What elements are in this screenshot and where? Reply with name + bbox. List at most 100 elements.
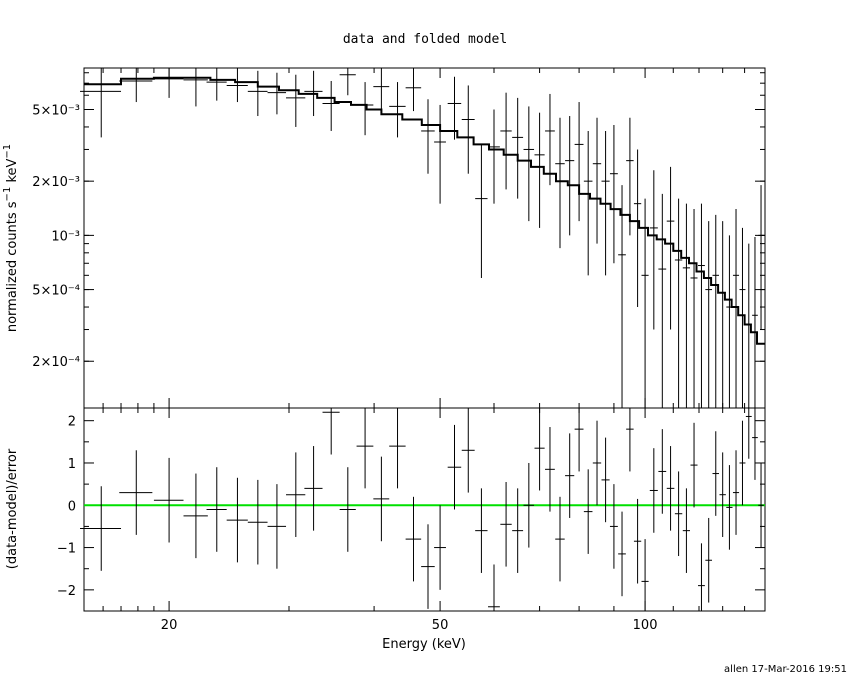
- data-point: [421, 99, 435, 174]
- residual-point: [626, 408, 634, 472]
- data-point: [286, 74, 306, 127]
- residual-point: [434, 505, 446, 590]
- data-point: [488, 109, 500, 204]
- data-point: [698, 203, 705, 408]
- residual-point: [732, 450, 740, 535]
- lower-ytick-label: −1: [57, 542, 76, 557]
- data-point: [80, 68, 122, 138]
- residual-point: [682, 488, 690, 573]
- x-tick-label: 50: [432, 618, 449, 633]
- upper-ytick-label: 2×10⁻⁴: [32, 355, 80, 370]
- x-tick-label: 20: [161, 618, 178, 633]
- data-point: [356, 82, 374, 136]
- upper-ytick-label: 10⁻³: [51, 229, 80, 244]
- data-point: [555, 117, 565, 249]
- footer-timestamp: allen 17-Mar-2016 19:51: [724, 664, 847, 675]
- upper-panel: 5×10⁻³ 2×10⁻³ 10⁻³ 5×10⁻⁴ 2×10⁻⁴ normalized …: [2, 67, 766, 409]
- residual-point: [461, 408, 475, 493]
- data-point: [322, 80, 340, 131]
- residual-point: [475, 488, 488, 573]
- residual-point: [618, 511, 626, 597]
- model-step-line: [84, 76, 765, 345]
- upper-ytick-label: 5×10⁻³: [32, 103, 80, 118]
- residual-point: [758, 462, 764, 548]
- data-point: [690, 209, 698, 408]
- data-point: [405, 68, 422, 112]
- data-point: [601, 130, 610, 276]
- lower-ylabel: (data-model)/error: [5, 448, 20, 569]
- lower-frame: [83, 407, 766, 612]
- residual-point: [739, 420, 746, 506]
- residual-point: [565, 433, 575, 518]
- residual-point: [658, 429, 667, 514]
- data-point: [618, 185, 626, 408]
- data-point: [304, 70, 323, 117]
- data-point: [658, 193, 667, 408]
- data-point: [609, 125, 618, 264]
- residual-point: [698, 543, 705, 611]
- data-point: [119, 68, 153, 103]
- residual-point: [500, 482, 512, 567]
- residual-point: [690, 422, 698, 508]
- residual-point: [592, 420, 602, 506]
- data-point: [583, 130, 593, 276]
- residual-point: [545, 427, 555, 512]
- x-tick-label: 100: [633, 618, 658, 633]
- lower-panel: 2 1 0 −1 −2 20 50 100 (data-model)/error Energy…: [5, 407, 766, 652]
- lower-ytick-label: 1: [68, 457, 76, 472]
- residual-point: [666, 446, 675, 531]
- residual-point: [674, 471, 683, 557]
- data-point: [633, 149, 642, 308]
- data-point: [674, 198, 683, 408]
- residual-point: [555, 496, 565, 582]
- data-point: [523, 106, 535, 222]
- residual-point: [183, 473, 208, 559]
- data-point: [574, 102, 584, 222]
- residual-point: [267, 484, 287, 569]
- data-point: [247, 70, 268, 117]
- residual-point: [649, 448, 658, 533]
- data-point: [475, 144, 488, 278]
- chart-title: data and folded model: [343, 32, 507, 47]
- residual-point: [247, 479, 268, 565]
- residual-point: [512, 488, 524, 573]
- data-point: [732, 209, 740, 408]
- data-point: [226, 68, 248, 103]
- lower-ticks: 2 1 0 −1 −2 20 50 100: [57, 408, 766, 633]
- data-point: [565, 116, 575, 236]
- data-point: [758, 185, 764, 330]
- upper-ticks: 5×10⁻³ 2×10⁻³ 10⁻³ 5×10⁻⁴ 2×10⁻⁴: [32, 68, 766, 408]
- data-point: [641, 198, 649, 408]
- data-point: [206, 68, 227, 101]
- lower-ytick-label: −2: [57, 584, 76, 599]
- residual-point: [373, 456, 390, 542]
- data-point: [373, 68, 390, 110]
- residual-point: [304, 446, 323, 531]
- data-points-series: [80, 68, 764, 408]
- data-point: [447, 76, 462, 140]
- data-point: [534, 112, 545, 228]
- upper-ytick-label: 2×10⁻³: [32, 175, 80, 190]
- residual-point: [421, 524, 435, 609]
- model-step-series: [84, 76, 765, 345]
- residual-point: [534, 408, 545, 491]
- upper-ytick-label: 5×10⁻⁴: [32, 284, 80, 299]
- data-point: [461, 85, 475, 174]
- upper-frame: [83, 67, 766, 409]
- data-point: [592, 117, 602, 244]
- residuals-series: [80, 408, 764, 611]
- residual-point: [447, 424, 462, 510]
- residual-point: [226, 477, 248, 563]
- residual-point: [322, 408, 340, 455]
- data-point: [712, 214, 720, 408]
- residual-point: [389, 408, 406, 489]
- residual-point: [726, 465, 733, 550]
- data-point: [649, 170, 658, 330]
- residual-point: [356, 408, 374, 489]
- data-point: [339, 68, 356, 96]
- residual-point: [633, 498, 642, 584]
- residual-point: [339, 467, 356, 552]
- data-point: [389, 82, 406, 138]
- residual-point: [574, 408, 584, 472]
